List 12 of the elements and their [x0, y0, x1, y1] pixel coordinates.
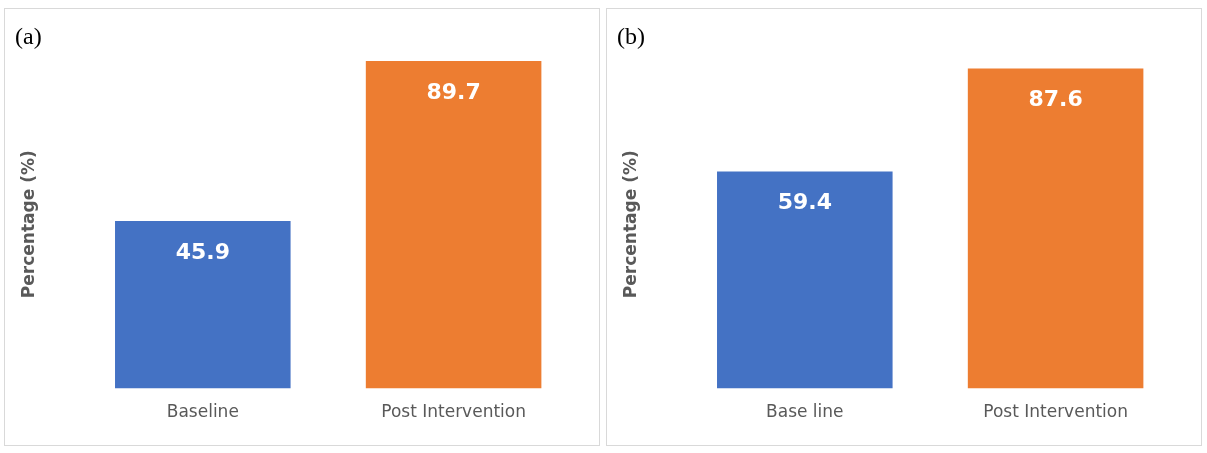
data-label: 45.9 [175, 238, 230, 264]
x-tick-label: Post Intervention [983, 401, 1128, 422]
data-label: 59.4 [777, 189, 832, 215]
x-tick-label: Base line [766, 401, 844, 422]
data-label: 89.7 [426, 78, 481, 104]
x-tick-label: Baseline [166, 401, 239, 422]
x-tick-label: Post Intervention [381, 401, 526, 422]
y-axis-title: Percentage (%) [17, 150, 38, 299]
chart-title: (a) [15, 22, 42, 49]
data-label: 87.6 [1028, 86, 1083, 112]
chart-title: (b) [617, 22, 645, 49]
y-axis-title: Percentage (%) [619, 150, 640, 299]
